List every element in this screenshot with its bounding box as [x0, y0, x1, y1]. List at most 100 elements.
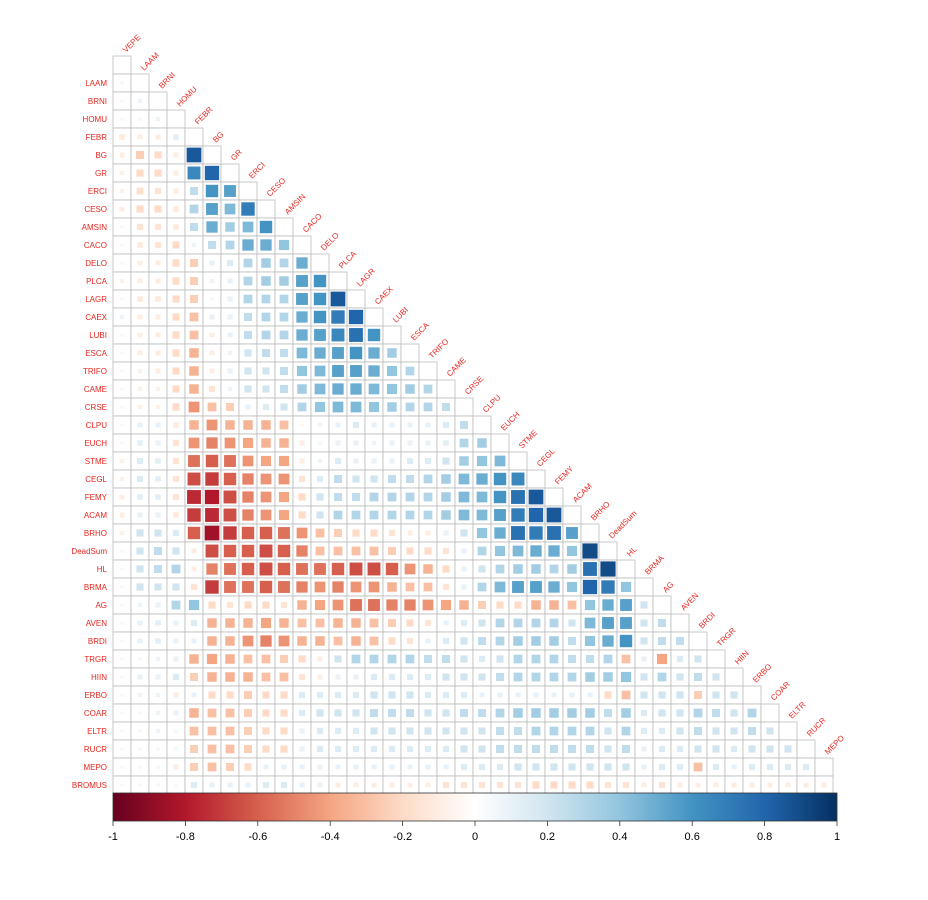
cell-mark — [262, 781, 270, 789]
cell-mark — [225, 708, 235, 718]
cell-mark — [353, 458, 359, 464]
cell-mark — [296, 329, 308, 341]
cell-mark — [244, 331, 252, 339]
cell-mark — [585, 708, 595, 718]
cell-mark — [477, 438, 487, 448]
diagonal-cell — [796, 739, 816, 759]
cell-mark — [119, 314, 125, 320]
cell-mark — [334, 745, 342, 753]
cell-mark — [137, 674, 143, 680]
cell-mark — [173, 764, 179, 770]
cell-mark — [640, 601, 648, 609]
cell-mark — [297, 600, 307, 610]
cell-mark — [209, 260, 215, 266]
cell-mark — [136, 583, 144, 591]
cell-mark — [388, 709, 396, 717]
cell-mark — [387, 582, 397, 592]
cell-mark — [350, 365, 362, 377]
cell-mark — [334, 493, 342, 501]
cell-mark — [173, 620, 179, 626]
cell-mark — [549, 618, 559, 628]
cell-mark — [712, 673, 720, 681]
cell-mark — [494, 527, 506, 539]
cell-mark — [227, 332, 233, 338]
cell-mark — [259, 220, 273, 234]
cell-mark — [154, 547, 162, 555]
cell-mark — [494, 545, 506, 557]
cell-mark — [567, 726, 577, 736]
cell-mark — [496, 727, 504, 735]
diagonal-cell — [166, 109, 186, 129]
cell-mark — [458, 509, 470, 521]
diagonal-label: ESCA — [409, 320, 431, 342]
cell-mark — [406, 673, 414, 681]
cell-mark — [531, 708, 541, 718]
diagonal-cell — [220, 163, 240, 183]
cell-mark — [119, 458, 125, 464]
cell-mark — [712, 763, 720, 771]
cell-mark — [532, 781, 540, 789]
cell-mark — [348, 309, 364, 325]
cell-mark — [281, 764, 287, 770]
cell-mark — [315, 528, 325, 538]
cell-mark — [425, 530, 431, 536]
cell-mark — [155, 602, 161, 608]
cell-mark — [261, 654, 271, 664]
cell-mark — [227, 296, 233, 302]
cell-mark — [349, 328, 363, 342]
cell-mark — [406, 457, 414, 465]
cell-mark — [208, 385, 216, 393]
diagonal-label: DELO — [319, 231, 341, 253]
cell-mark — [204, 489, 220, 505]
cell-mark — [332, 383, 344, 395]
cell-mark — [350, 383, 362, 395]
cell-mark — [227, 350, 233, 356]
cell-mark — [802, 763, 810, 771]
cell-mark — [262, 709, 270, 717]
cell-mark — [731, 764, 737, 770]
cell-mark — [279, 294, 289, 304]
cell-mark — [189, 312, 199, 322]
diagonal-cell — [310, 253, 330, 273]
diagonal-label: ERCI — [247, 161, 267, 181]
cell-mark — [333, 618, 343, 628]
cell-mark — [423, 492, 433, 502]
cell-mark — [119, 188, 125, 194]
cell-mark — [191, 566, 197, 572]
cell-mark — [136, 223, 144, 231]
cell-mark — [156, 747, 160, 751]
diagonal-cell — [688, 631, 708, 651]
cell-mark — [187, 472, 201, 486]
cell-mark — [406, 637, 414, 645]
cell-mark — [262, 367, 270, 375]
cell-mark — [730, 709, 738, 717]
cell-mark — [298, 475, 306, 483]
cell-mark — [531, 726, 541, 736]
cell-mark — [314, 329, 326, 341]
cell-mark — [566, 545, 578, 557]
cell-mark — [388, 547, 396, 555]
cell-mark — [568, 655, 576, 663]
cell-mark — [528, 489, 544, 505]
cell-mark — [477, 546, 487, 556]
cell-mark — [277, 544, 291, 558]
cell-mark — [442, 583, 450, 591]
diagonal-label: CESO — [265, 176, 287, 198]
cell-mark — [442, 727, 450, 735]
cell-mark — [676, 655, 684, 663]
cell-mark — [371, 422, 377, 428]
cell-mark — [513, 636, 523, 646]
cell-mark — [298, 709, 306, 717]
diagonal-cell — [472, 415, 492, 435]
cell-mark — [227, 314, 233, 320]
diagonal-cell — [724, 667, 744, 687]
cell-mark — [621, 708, 631, 718]
cell-mark — [440, 599, 452, 611]
cell-mark — [514, 745, 522, 753]
cell-mark — [278, 635, 290, 647]
row-label: BG — [95, 151, 107, 160]
cell-mark — [335, 440, 341, 446]
row-label: MEPO — [83, 763, 107, 772]
diagonal-label: ELTR — [787, 700, 808, 721]
cell-mark — [351, 618, 361, 628]
